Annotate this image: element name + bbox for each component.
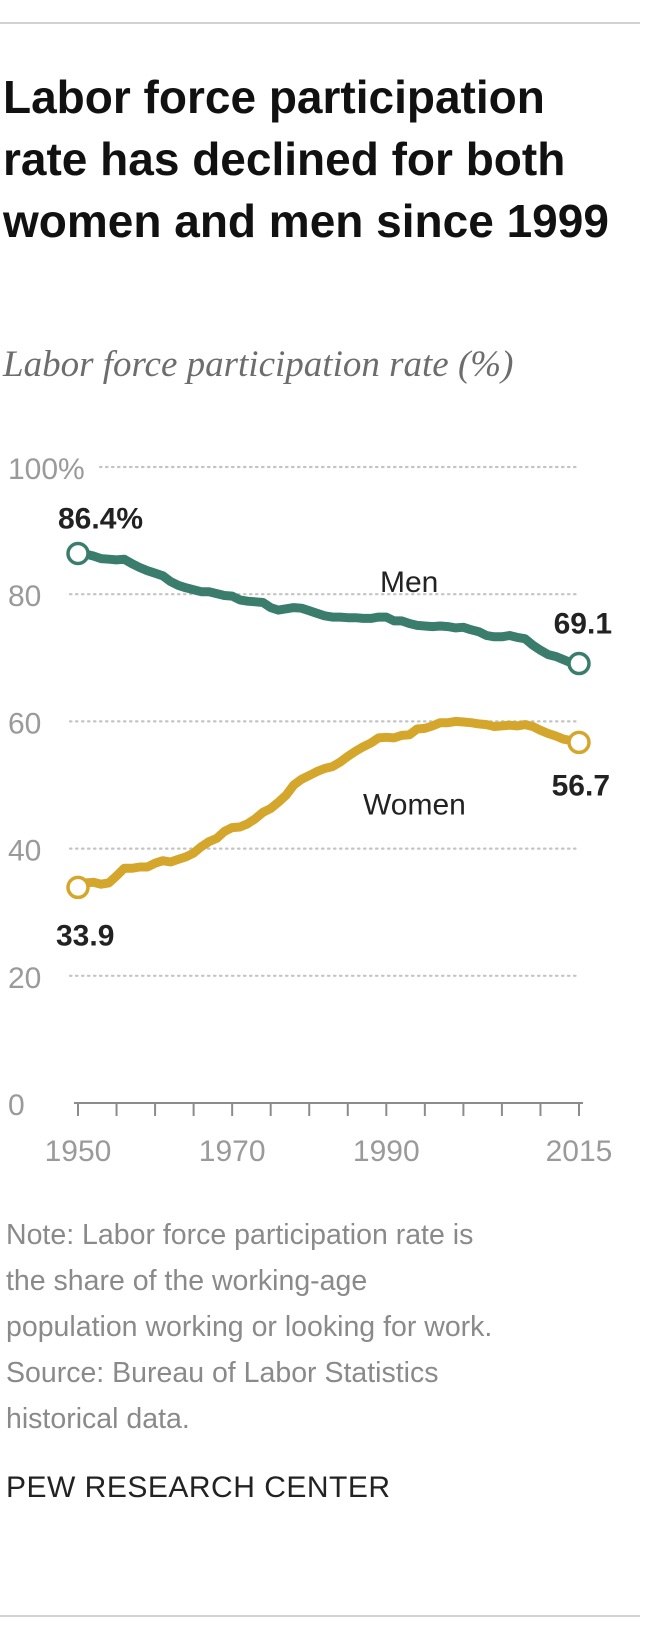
- series-line-women: [73, 716, 584, 892]
- source-line: historical data.: [6, 1403, 190, 1435]
- x-axis: 1950 1970 1990 2015: [45, 1102, 613, 1168]
- chart-subtitle: Labor force participation rate (%): [3, 344, 514, 385]
- source-line: Source: Bureau of Labor Statistics: [6, 1357, 439, 1389]
- y-tick-label: 0: [8, 1089, 25, 1122]
- y-tick-label: 40: [8, 835, 41, 868]
- chart-note: Note: Labor force participation rate is …: [6, 1212, 626, 1442]
- data-label-women-end: 56.7: [552, 769, 610, 802]
- series-annotation-men: Men: [380, 566, 438, 599]
- data-labels: 86.4% 69.1 33.9 56.7 Men Women: [56, 502, 612, 952]
- bottom-divider: [0, 1615, 640, 1617]
- x-tick-label: 2015: [546, 1135, 613, 1168]
- data-label-men-start: 86.4%: [58, 502, 143, 535]
- endpoint-marker-men: [567, 651, 591, 676]
- y-tick-label: 20: [8, 962, 41, 995]
- gridlines: [68, 465, 580, 977]
- y-tick-label: 60: [8, 707, 41, 740]
- endpoint-marker-men: [66, 541, 90, 566]
- brand-logo-text: PEW RESEARCH CENTER: [6, 1471, 391, 1504]
- series-lines: [66, 541, 591, 900]
- note-line: Note: Labor force participation rate is: [6, 1219, 474, 1251]
- line-chart: 0 20 40 60 80 100% 1950 1970 1990 2015 86.4% 69.1…: [8, 453, 613, 1168]
- y-tick-label: 80: [8, 580, 41, 613]
- top-divider: [0, 22, 640, 24]
- data-label-women-start: 33.9: [56, 919, 114, 952]
- x-tick-label: 1950: [45, 1135, 112, 1168]
- x-tick-label: 1990: [353, 1135, 420, 1168]
- endpoint-marker-women: [66, 875, 90, 900]
- endpoint-marker-women: [567, 730, 591, 755]
- note-line: population working or looking for work.: [6, 1311, 493, 1343]
- note-line: the share of the working-age: [6, 1265, 368, 1297]
- data-label-men-end: 69.1: [554, 608, 612, 641]
- x-tick-label: 1970: [199, 1135, 266, 1168]
- series-line-men: [73, 549, 584, 668]
- y-axis: 0 20 40 60 80 100%: [8, 453, 85, 1122]
- y-tick-label: 100%: [8, 453, 85, 486]
- series-annotation-women: Women: [363, 788, 466, 821]
- chart-title: Labor force participation rate has decli…: [3, 71, 609, 247]
